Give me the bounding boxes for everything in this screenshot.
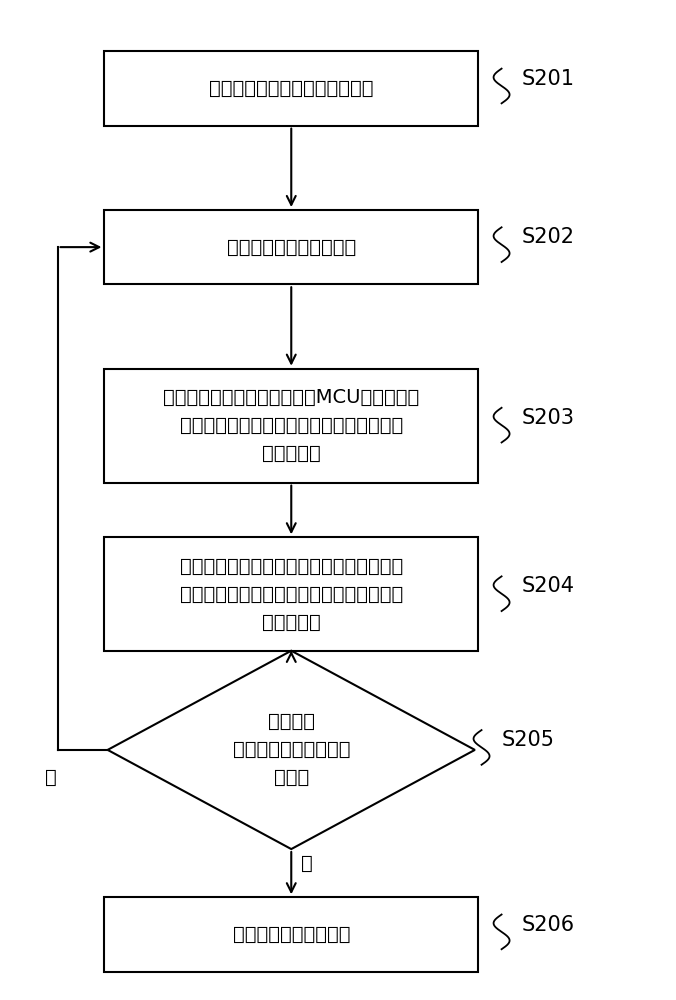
FancyBboxPatch shape <box>104 369 478 483</box>
FancyBboxPatch shape <box>104 210 478 284</box>
Text: 除湿机的压缩机开启并稳定运行: 除湿机的压缩机开启并稳定运行 <box>209 79 374 98</box>
Text: 判断用户
设定湿度是否小于当前
湿度值: 判断用户 设定湿度是否小于当前 湿度值 <box>233 712 350 787</box>
FancyBboxPatch shape <box>104 897 478 972</box>
Polygon shape <box>107 651 475 849</box>
Text: S206: S206 <box>522 915 575 935</box>
Text: 将当前管温值代入预先存储在MCU中的不同湿
度对应的环温、管温回归方程，计算出多个
环境温度值: 将当前管温值代入预先存储在MCU中的不同湿 度对应的环温、管温回归方程，计算出多… <box>163 388 419 463</box>
Text: S203: S203 <box>522 408 575 428</box>
Text: S205: S205 <box>502 730 554 750</box>
Text: 控制除湿系统停止工作: 控制除湿系统停止工作 <box>233 925 350 944</box>
Text: S201: S201 <box>522 69 575 89</box>
FancyBboxPatch shape <box>104 51 478 126</box>
Text: 否: 否 <box>301 854 313 873</box>
Text: 采集除湿系统当前管温值: 采集除湿系统当前管温值 <box>226 238 356 257</box>
FancyBboxPatch shape <box>104 537 478 651</box>
Text: 将不同回归方程计算出的多个环境温度值与
实际采集的当前环温值比较，判断出当前环
境湿度范围: 将不同回归方程计算出的多个环境温度值与 实际采集的当前环温值比较，判断出当前环 … <box>180 557 403 632</box>
Text: 是: 是 <box>45 768 57 787</box>
Text: S202: S202 <box>522 227 575 247</box>
Text: S204: S204 <box>522 576 575 596</box>
